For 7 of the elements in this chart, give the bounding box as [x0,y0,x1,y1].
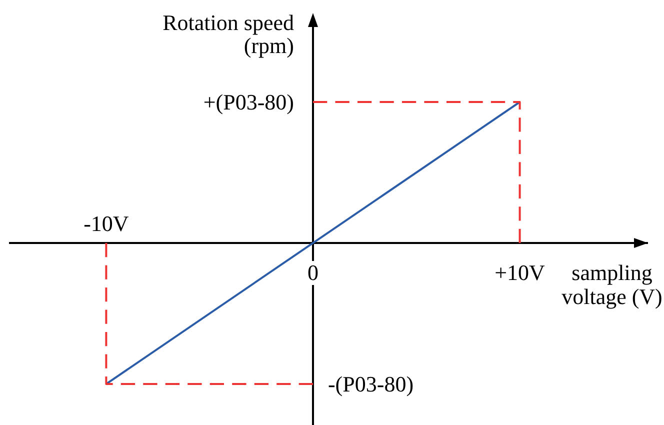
x-axis-title: sampling voltage (V) [562,260,662,309]
y-axis-title: Rotation speed (rpm) [162,10,294,58]
annotation: +(P03-80) [203,90,294,114]
x-tick-label: 0 [307,260,318,285]
annotation: -(P03-80) [328,372,414,396]
annotation: -10V [84,211,129,236]
x-tick-label: +10V [494,260,546,285]
